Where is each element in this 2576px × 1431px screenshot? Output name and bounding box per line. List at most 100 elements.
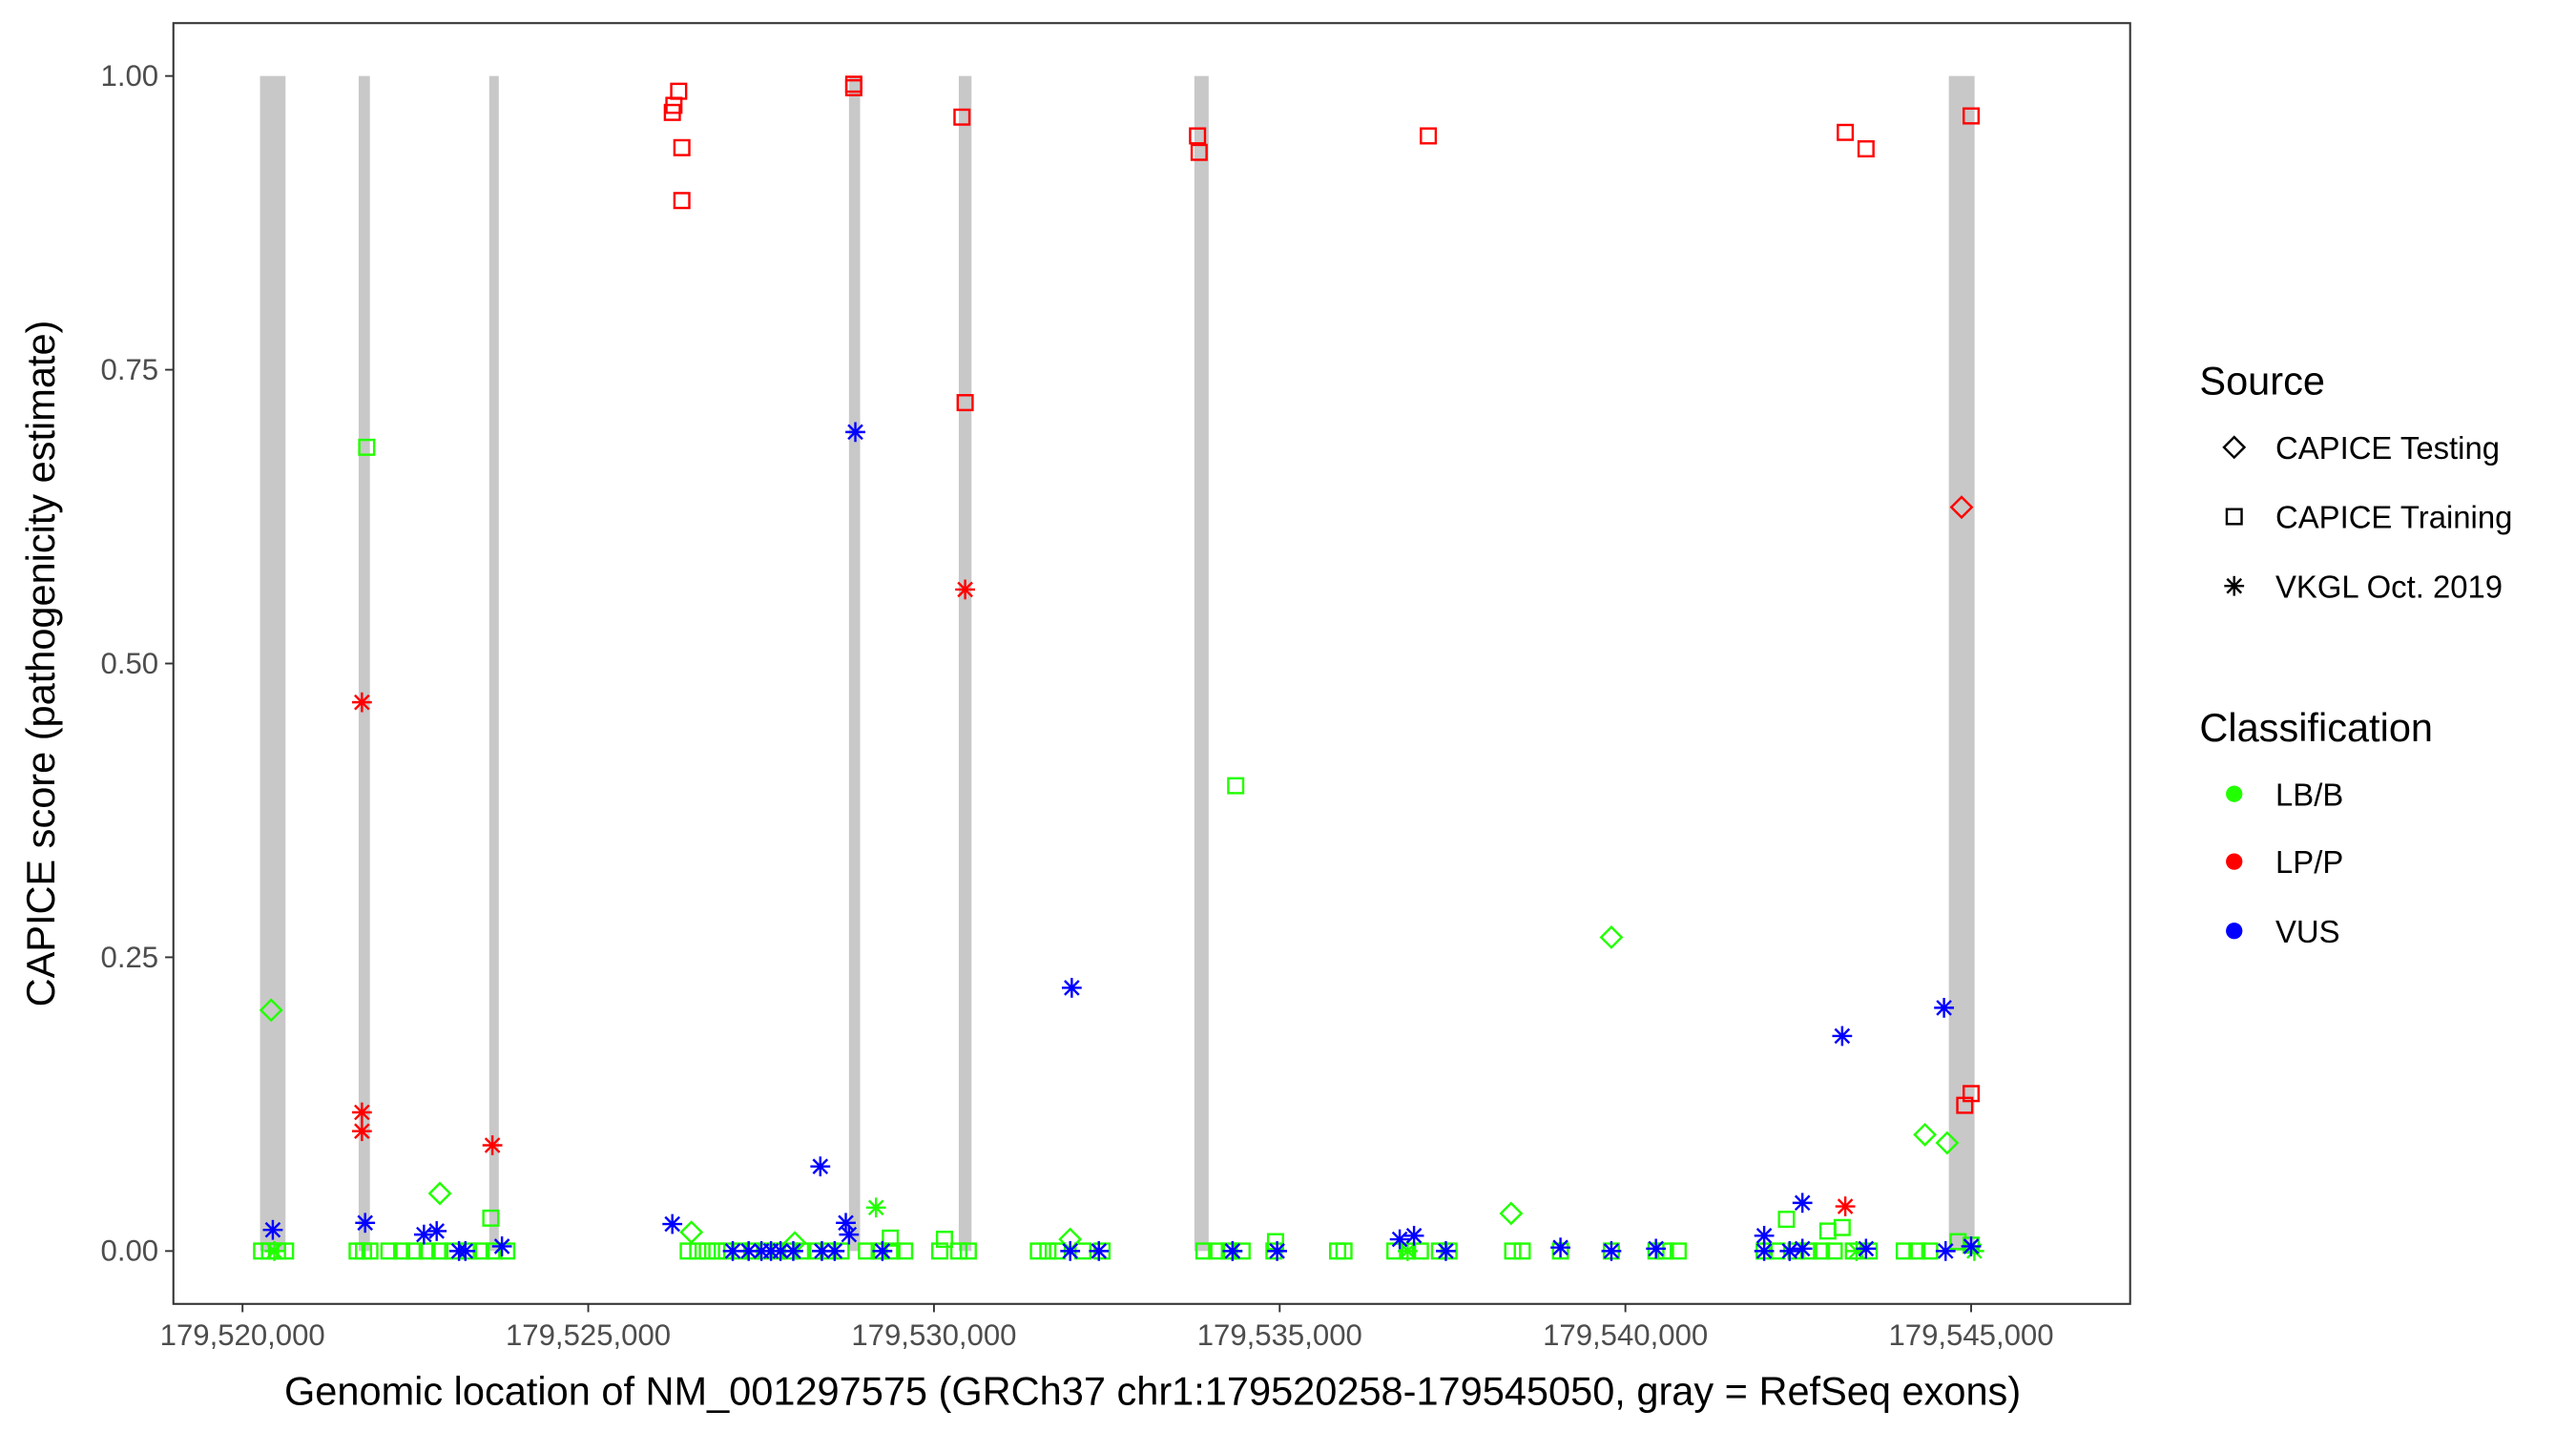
data-point <box>1601 1240 1622 1261</box>
asterisk-stroke <box>1648 1240 1664 1257</box>
asterisk-stroke <box>785 1243 801 1259</box>
asterisk-stroke <box>814 1243 830 1259</box>
asterisk-stroke <box>1400 1243 1416 1259</box>
exon-band <box>260 75 286 1252</box>
x-tick-label: 179,530,000 <box>851 1318 1016 1352</box>
x-axis: 179,520,000 179,525,000 179,530,000 179,535… <box>160 1303 2054 1352</box>
data-point <box>418 1242 436 1260</box>
data-point <box>431 1242 449 1260</box>
data-point <box>426 1221 447 1241</box>
asterisk-stroke <box>354 1104 370 1121</box>
data-point <box>839 1224 860 1245</box>
series-capice-testing-lb-b <box>259 925 1960 1255</box>
asterisk-stroke <box>1834 1027 1851 1045</box>
data-point <box>351 1102 372 1123</box>
data-point <box>427 1181 452 1206</box>
asterisk-stroke <box>1091 1243 1108 1259</box>
asterisk-stroke <box>1794 1240 1811 1257</box>
asterisk-stroke <box>1858 1240 1875 1257</box>
data-point <box>1777 1211 1796 1229</box>
y-tick-label: 0.50 <box>101 647 159 680</box>
asterisk-stroke <box>1405 1228 1423 1244</box>
data-point <box>1089 1240 1110 1261</box>
data-point <box>679 1242 697 1260</box>
data-point <box>1857 140 1875 158</box>
series-vkgl-oct-2019-vus <box>262 422 1982 1261</box>
exon-bands <box>260 75 1975 1252</box>
asterisk-stroke <box>484 1137 501 1153</box>
data-point <box>1227 777 1245 795</box>
data-point <box>1335 1242 1353 1260</box>
data-point <box>355 1213 376 1234</box>
data-point <box>872 1240 893 1261</box>
data-point <box>351 692 372 713</box>
data-point <box>1060 1240 1081 1261</box>
legend-source-vkgl-label: VKGL Oct. 2019 <box>2275 569 2503 604</box>
data-point <box>956 394 974 412</box>
exon-band <box>1194 75 1209 1252</box>
exon-band <box>848 75 861 1252</box>
asterisk-stroke <box>1755 1243 1773 1259</box>
asterisk-stroke <box>1936 1000 1952 1016</box>
data-point <box>1436 1240 1456 1261</box>
asterisk-stroke <box>838 1214 854 1232</box>
data-point <box>1913 1122 1938 1147</box>
series-capice-testing-lp-p <box>1949 495 1974 520</box>
asterisk-stroke <box>2226 577 2243 594</box>
data-point <box>955 579 975 600</box>
legend-source-key-asterisk-icon <box>2224 575 2245 596</box>
plot-panel <box>172 22 2131 1305</box>
data-point <box>1599 925 1624 949</box>
asterisk-stroke <box>1848 1243 1865 1259</box>
data-point <box>1190 143 1208 161</box>
asterisk-stroke <box>1224 1243 1241 1259</box>
data-point <box>482 1209 500 1227</box>
asterisk-stroke <box>867 1199 884 1216</box>
data-point <box>810 1156 831 1177</box>
legend-class-dot-icon <box>2226 785 2243 802</box>
asterisk-stroke <box>264 1221 281 1238</box>
data-point <box>351 1121 372 1142</box>
data-point <box>1792 1192 1813 1213</box>
y-tick-label: 0.75 <box>101 353 159 386</box>
data-point <box>1754 1225 1775 1246</box>
series-capice-training-lp-p <box>663 75 1981 1114</box>
data-point <box>358 438 376 456</box>
data-point <box>783 1240 803 1261</box>
legend-class-dot-icon <box>2226 853 2243 870</box>
asterisk-stroke <box>874 1243 891 1259</box>
exon-band <box>1948 75 1975 1252</box>
data-point <box>380 1242 398 1260</box>
data-point <box>949 1242 967 1260</box>
asterisk-stroke <box>1755 1228 1773 1244</box>
data-point <box>1963 1085 1981 1103</box>
x-tick-label: 179,540,000 <box>1543 1318 1708 1352</box>
data-point <box>953 108 971 126</box>
asterisk-stroke <box>1438 1243 1454 1259</box>
asterisk-stroke <box>1062 1243 1078 1259</box>
asterisk-stroke <box>724 1243 741 1259</box>
data-point <box>673 192 691 210</box>
legend-source-training-label: CAPICE Training <box>2275 500 2512 535</box>
data-point <box>673 138 691 156</box>
data-point <box>896 1242 914 1260</box>
data-point <box>1267 1240 1287 1261</box>
data-point <box>393 1242 411 1260</box>
data-point <box>1403 1225 1424 1246</box>
data-point <box>1779 1240 1800 1261</box>
data-point <box>670 82 688 100</box>
data-point <box>1908 1242 1926 1260</box>
y-axis-title: CAPICE score (pathogenicity estimate) <box>18 321 63 1007</box>
data-point <box>1499 1201 1524 1226</box>
asterisk-stroke <box>664 1215 680 1233</box>
legend-classification-title: Classification <box>2199 705 2433 750</box>
data-point <box>259 998 283 1023</box>
asterisk-stroke <box>457 1243 474 1259</box>
data-point <box>1949 495 1974 520</box>
legend-source-testing-label: CAPICE Testing <box>2275 430 2500 466</box>
asterisk-stroke <box>354 694 370 711</box>
asterisk-stroke <box>1837 1198 1854 1214</box>
series-vkgl-oct-2019-lp-p <box>351 579 1856 1216</box>
data-point <box>361 1242 379 1260</box>
asterisk-stroke <box>1269 1243 1285 1259</box>
